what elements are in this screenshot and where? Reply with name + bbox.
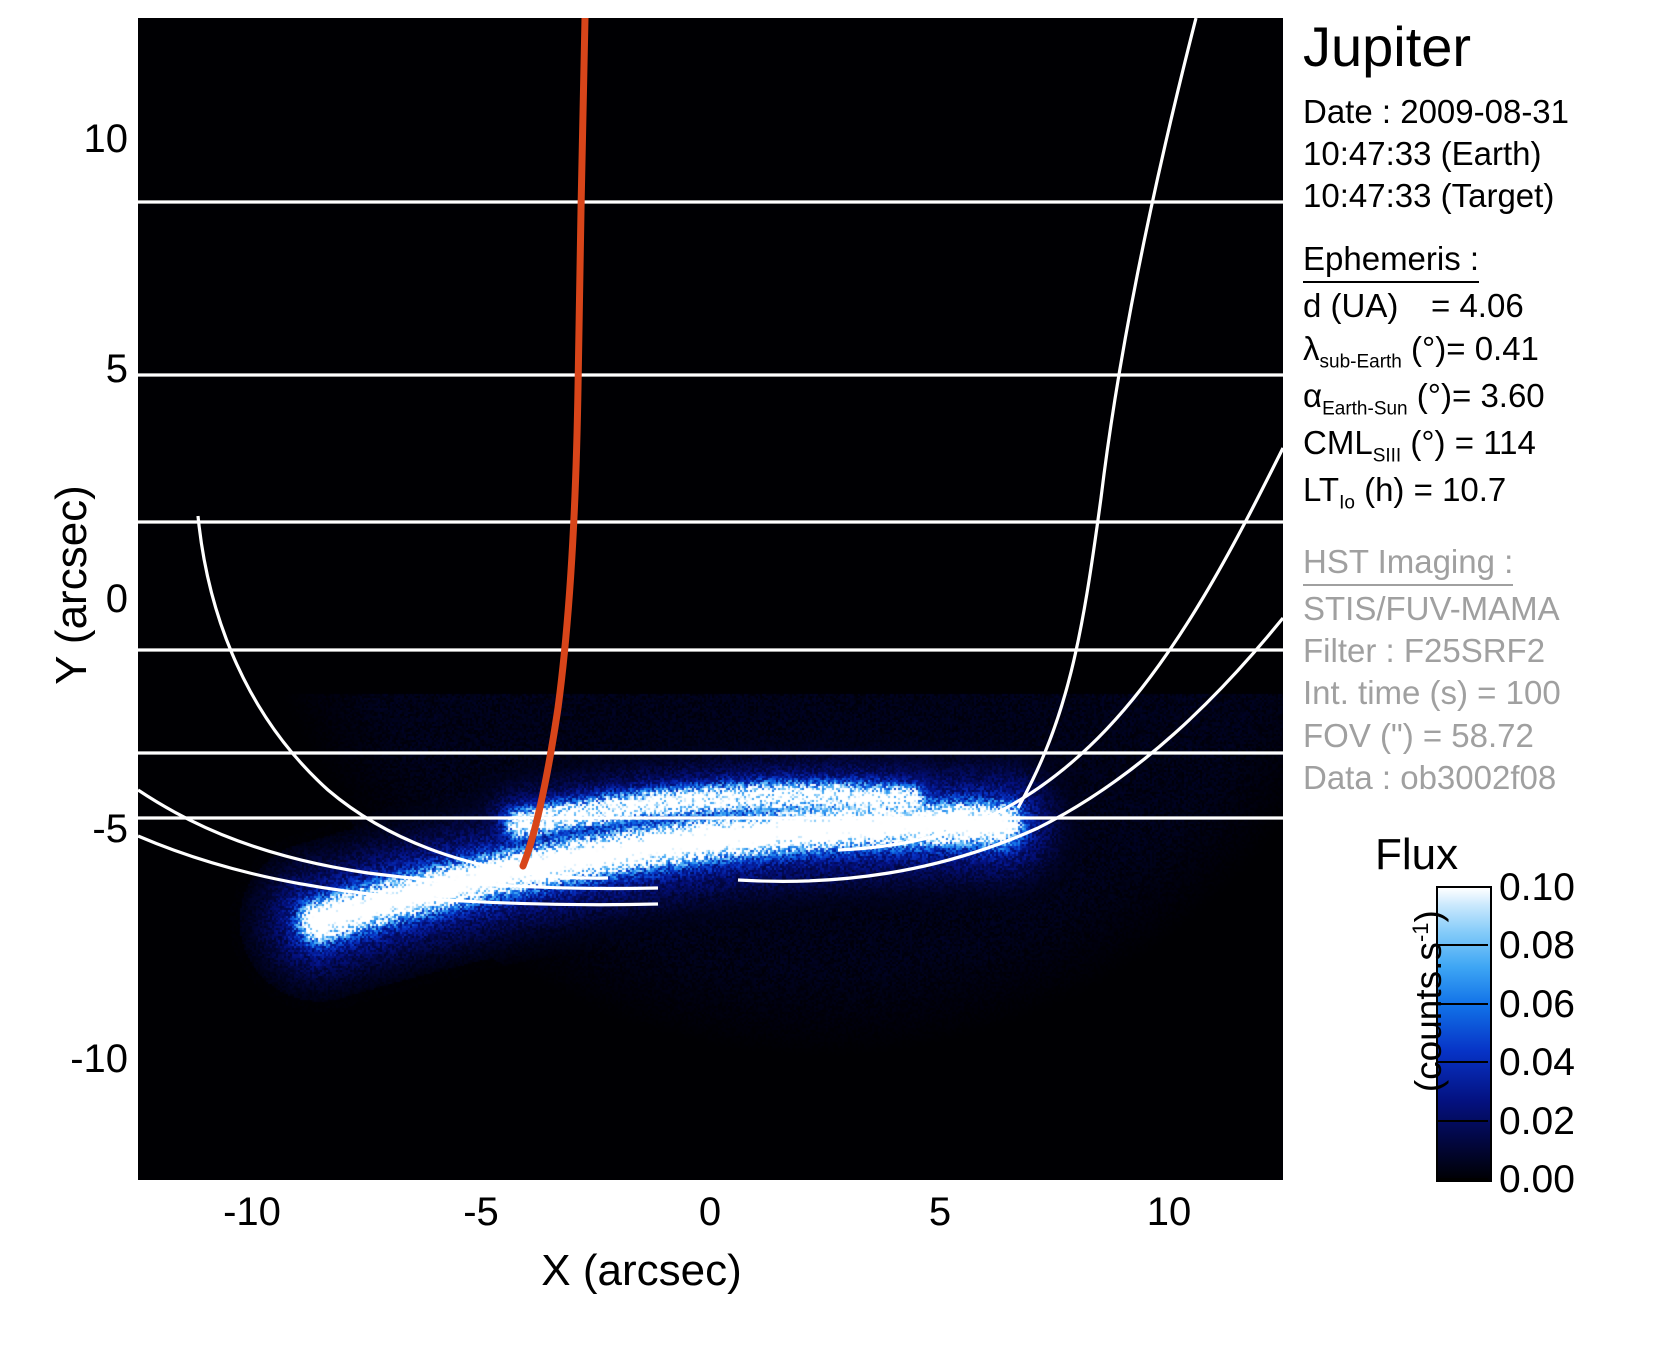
colorbar-tick-label: 0.06: [1499, 983, 1575, 1026]
ephemeris-subscript: Earth-Sun: [1322, 398, 1408, 420]
ephemeris-row-distance: d (UA) = 4.06: [1303, 285, 1663, 328]
ephemeris-value: 10.7: [1442, 471, 1507, 509]
ephemeris-row-io-local-time: LTIo (h) = 10.7: [1303, 469, 1663, 516]
ephemeris-symbol: CML: [1303, 424, 1373, 462]
colorbar-tick-label: 0.10: [1499, 866, 1575, 909]
ephemeris-subscript: SIII: [1372, 445, 1402, 467]
flux-colorbar-group: Flux 0.10 0.08 0.06 0.04 0.02 0.00 (coun…: [1303, 830, 1671, 1230]
x-tick-label: 5: [928, 1190, 952, 1234]
y-axis-title: Y (arcsec): [47, 485, 96, 685]
colorbar-tick-label: 0.00: [1499, 1158, 1575, 1201]
jupiter-fuv-image: [138, 18, 1283, 1180]
ephemeris-row-sub-earth-latitude: λsub-Earth (°)= 0.41: [1303, 328, 1663, 375]
x-tick-label: -5: [463, 1190, 499, 1234]
ephemeris-equals: =: [1413, 471, 1433, 509]
hst-field-of-view: FOV (") = 58.72: [1303, 716, 1534, 754]
colorbar-unit-exponent: -1: [1407, 922, 1433, 943]
ephemeris-symbol: λ: [1303, 329, 1320, 367]
x-tick-label: -10: [223, 1190, 281, 1234]
y-tick-label: 10: [83, 117, 129, 161]
hst-instrument: STIS/FUV-MAMA: [1303, 589, 1560, 627]
ephemeris-equals: =: [1431, 286, 1451, 324]
meridian-line: [737, 616, 1283, 883]
observation-date: Date : 2009-08-31: [1303, 92, 1570, 130]
observation-time-earth: 10:47:33 (Earth): [1303, 135, 1542, 173]
colorbar-tick: [1436, 886, 1488, 888]
ephemeris-symbol: LT: [1303, 471, 1340, 509]
y-tick-label: 0: [105, 577, 128, 621]
ephemeris-symbol: α: [1303, 376, 1323, 414]
ephemeris-subscript: Io: [1339, 493, 1355, 515]
ephemeris-unit: (UA): [1330, 286, 1399, 324]
ephemeris-equals: =: [1451, 376, 1472, 414]
colorbar-unit-prefix: (counts.s: [1408, 942, 1450, 1093]
colorbar-tick: [1436, 1003, 1488, 1005]
colorbar-tick: [1436, 944, 1488, 946]
meridian-line: [1016, 18, 1198, 809]
observation-info-panel: Jupiter Date : 2009-08-31 10:47:33 (Eart…: [1303, 15, 1663, 799]
colorbar-tick: [1436, 1178, 1488, 1180]
ephemeris-symbol: d: [1303, 286, 1322, 324]
meridian-line: [196, 515, 609, 880]
ephemeris-value: 3.60: [1480, 376, 1545, 414]
colorbar-tick-label: 0.02: [1499, 1100, 1575, 1143]
hst-imaging-heading: HST Imaging :: [1303, 541, 1514, 586]
hst-integration-time: Int. time (s) = 100: [1303, 674, 1561, 712]
y-tick-label: -10: [70, 1037, 128, 1081]
ephemeris-equals: =: [1454, 424, 1475, 462]
ephemeris-value: 114: [1483, 424, 1536, 462]
y-tick-label: -5: [92, 807, 128, 851]
hst-imaging-block: HST Imaging : STIS/FUV-MAMA Filter : F25…: [1303, 541, 1663, 799]
colorbar-tick-label: 0.04: [1499, 1041, 1575, 1084]
ephemeris-block: Ephemeris : d (UA) = 4.06 λsub-Earth (°)=…: [1303, 238, 1663, 517]
ephemeris-value: 0.41: [1474, 329, 1539, 367]
ephemeris-subscript: sub-Earth: [1319, 351, 1402, 373]
observation-time-target: 10:47:33 (Target): [1303, 177, 1555, 215]
x-tick-label: 10: [1146, 1190, 1192, 1234]
meridian-line: [138, 788, 659, 891]
ephemeris-equals: =: [1446, 329, 1466, 367]
x-tick-label: 0: [698, 1190, 722, 1234]
observation-date-block: Date : 2009-08-31 10:47:33 (Earth) 10:47…: [1303, 91, 1663, 218]
ephemeris-row-cml: CMLSIII (°) = 114: [1303, 422, 1663, 469]
ephemeris-unit: (°): [1410, 424, 1446, 462]
hst-dataset-id: Data : ob3002f08: [1303, 758, 1557, 796]
planetary-coordinate-grid: [138, 18, 1283, 907]
y-tick-label: 5: [105, 347, 128, 391]
ephemeris-heading: Ephemeris :: [1303, 238, 1480, 283]
meridian-line: [138, 834, 659, 907]
ephemeris-unit: (°): [1416, 376, 1452, 414]
colorbar-tick: [1436, 1061, 1488, 1063]
colorbar-title: Flux: [1375, 830, 1459, 879]
colorbar-gradient: [1436, 886, 1492, 1182]
ephemeris-unit: (°): [1411, 329, 1447, 367]
meridian-line: [837, 447, 1283, 852]
io-footprint-curve: [519, 18, 589, 870]
x-axis-title: X (arcsec): [541, 1246, 742, 1295]
ephemeris-value: 4.06: [1459, 286, 1524, 324]
colorbar-unit-label: (counts.s-1): [1408, 861, 1450, 1141]
colorbar-tick-label: 0.08: [1499, 924, 1575, 967]
colorbar-tick: [1436, 1120, 1488, 1122]
io-footprint-track: [519, 18, 589, 870]
colorbar-unit-suffix: ): [1408, 910, 1450, 923]
ephemeris-unit: (h): [1364, 471, 1405, 509]
ephemeris-row-phase-angle: αEarth-Sun (°)= 3.60: [1303, 375, 1663, 422]
aurora-image-plot: [138, 18, 1283, 1180]
hst-filter: Filter : F25SRF2: [1303, 632, 1546, 670]
target-name: Jupiter: [1303, 15, 1472, 78]
